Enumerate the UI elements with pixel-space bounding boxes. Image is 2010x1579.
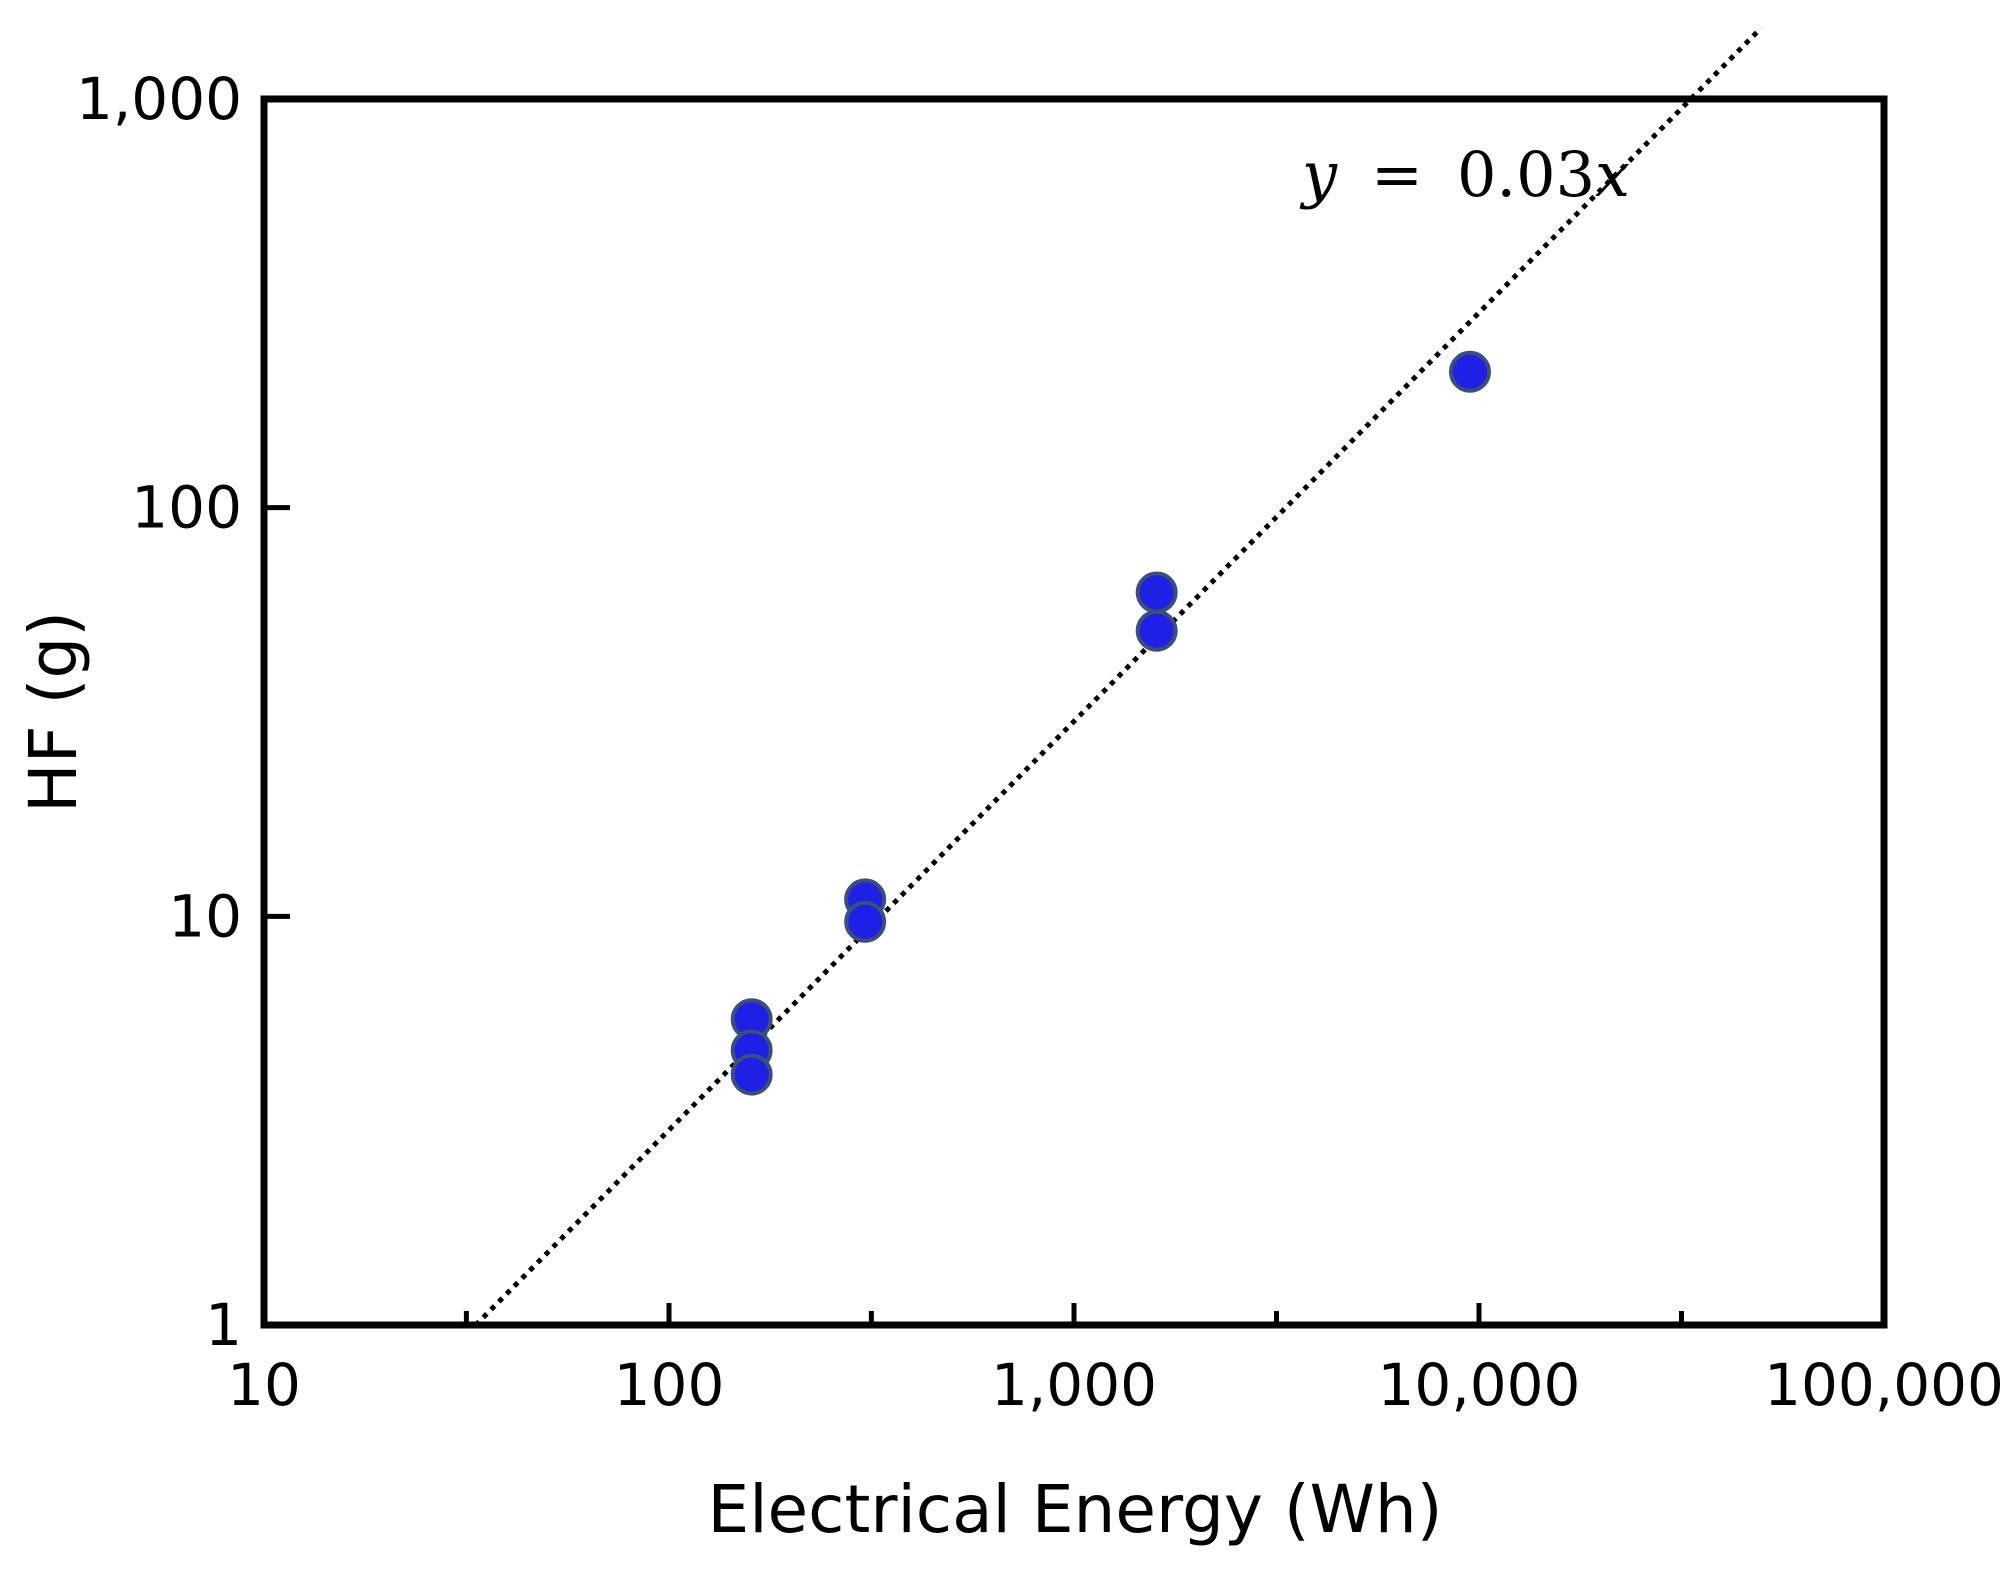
fit-line-layer: [473, 26, 1763, 1327]
y-tick-label: 10: [168, 882, 242, 950]
data-point: [1135, 571, 1178, 614]
fit-equation-coef: 0.03: [1457, 138, 1595, 211]
data-point: [844, 900, 887, 943]
data-point: [1135, 609, 1178, 652]
axis-ticks-layer: [264, 505, 1685, 1325]
x-tick-label: 1,000: [991, 1351, 1157, 1419]
fit-equation-equals: =: [1371, 138, 1423, 211]
data-point: [1448, 350, 1491, 393]
x-tick-label: 100: [614, 1351, 725, 1419]
y-tick-label: 1: [205, 1291, 242, 1359]
fit-equation-y: y: [1299, 138, 1338, 211]
y-tick-label: 100: [131, 474, 242, 542]
fit-equation: y = 0.03x: [1299, 138, 1630, 211]
y-tick-label: 1,000: [76, 65, 242, 133]
plot-frame: [260, 95, 1888, 1329]
fit-equation-x: x: [1595, 138, 1630, 211]
data-points-layer: [730, 350, 1491, 1096]
x-axis-title: Electrical Energy (Wh): [708, 1471, 1443, 1548]
fit-line: [473, 26, 1763, 1327]
x-tick-label: 10: [227, 1351, 301, 1419]
x-tick-label: 10,000: [1378, 1351, 1581, 1419]
x-tick-label: 100,000: [1764, 1351, 2004, 1419]
y-axis-title: HF (g): [15, 611, 92, 813]
data-point: [730, 1053, 773, 1096]
